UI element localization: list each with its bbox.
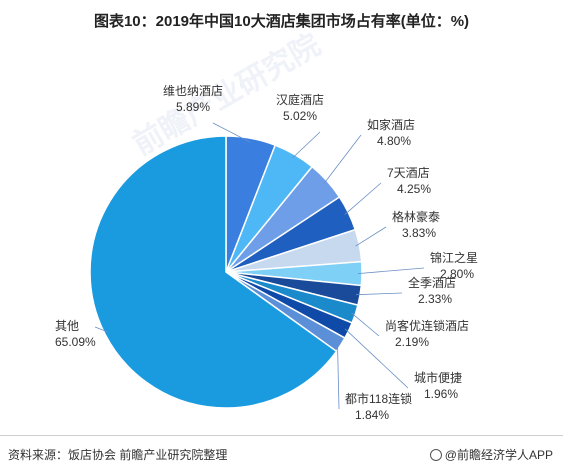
slice-value-5: 2.80% xyxy=(440,267,474,281)
slice-value-7: 2.19% xyxy=(395,335,429,349)
footer: 资料来源：饭店协会 前瞻产业研究院整理 @前瞻经济学人APP xyxy=(0,435,563,474)
leader-line-0 xyxy=(212,122,251,143)
leader-line-2 xyxy=(323,134,362,184)
slice-value-2: 4.80% xyxy=(377,134,411,148)
slice-label-9: 都市118连锁 xyxy=(345,391,412,406)
slice-label-3: 7天酒店 xyxy=(387,166,430,180)
leader-line-4 xyxy=(355,226,387,247)
slice-label-5: 锦江之星 xyxy=(430,251,478,265)
chart-title: 图表10：2019年中国10大酒店集团市场占有率(单位：%) xyxy=(93,13,470,30)
slice-value-9: 1.84% xyxy=(355,408,389,422)
brand-label: @前瞻经济学人APP xyxy=(444,448,553,462)
slice-value-1: 5.02% xyxy=(283,109,317,123)
brand-text: @前瞻经济学人APP xyxy=(429,446,553,463)
slice-label-4: 格林豪泰 xyxy=(392,209,440,224)
slice-label-0: 维也纳酒店 xyxy=(163,84,223,98)
source-text: 资料来源：饭店协会 前瞻产业研究院整理 xyxy=(8,448,228,462)
leader-line-3 xyxy=(344,182,382,215)
leader-line-5 xyxy=(357,267,425,274)
leader-line-6 xyxy=(355,292,403,296)
brand-logo-icon xyxy=(429,449,442,461)
slice-value-6: 2.33% xyxy=(418,292,452,306)
leader-line-9 xyxy=(337,342,340,410)
leader-line-8 xyxy=(344,328,409,389)
leader-line-1 xyxy=(292,131,321,159)
slice-label-1: 汉庭酒店 xyxy=(276,92,324,107)
slice-label-8: 城市便捷 xyxy=(414,370,462,385)
slice-label-6: 全季酒店 xyxy=(408,275,456,290)
pie-chart: 维也纳酒店 5.89% 汉庭酒店 5.02% 如家酒店 4.80% 7天酒店 4.25% 格林豪… xyxy=(55,84,478,422)
slice-value-0: 5.89% xyxy=(176,100,210,114)
slice-value-4: 3.83% xyxy=(402,226,436,240)
pie-slice-10 xyxy=(89,135,338,409)
slice-label-2: 如家酒店 xyxy=(367,117,415,132)
slice-label-7: 尚客优连锁酒店 xyxy=(385,318,469,333)
slice-label-10: 其他 xyxy=(55,319,79,333)
slice-value-8: 1.96% xyxy=(424,387,458,401)
slice-value-3: 4.25% xyxy=(397,182,431,196)
leader-line-10 xyxy=(94,326,109,333)
slice-value-10: 65.09% xyxy=(55,335,96,349)
leader-line-7 xyxy=(351,312,380,337)
